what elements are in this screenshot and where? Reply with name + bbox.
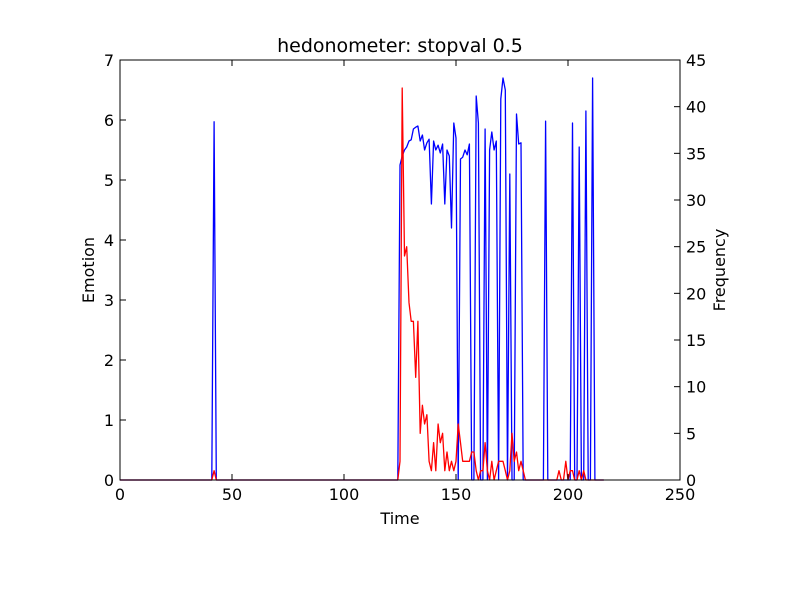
y2-tick-label: 25 [686,238,706,257]
y2-tick-label: 35 [686,144,706,163]
x-tick-label: 50 [222,485,242,504]
x-axis-label: Time [379,509,419,528]
y2-tick-label: 40 [686,98,706,117]
axes-frame [119,59,681,481]
y2-axis-label: Frequency [710,229,729,312]
y2-tick-label: 20 [686,284,706,303]
y-tick-label: 1 [104,411,114,430]
y-tick-label: 4 [104,231,114,250]
chart-title: hedonometer: stopval 0.5 [277,35,523,57]
y-tick-label: 7 [104,51,114,70]
y2-tick-label: 5 [686,424,696,443]
x-tick-label: 100 [329,485,360,504]
y-axis-label: Emotion [79,237,98,303]
x-tick-label: 250 [665,485,696,504]
y2-tick-label: 10 [686,378,706,397]
y2-tick-label: 45 [686,51,706,70]
y-tick-label: 3 [104,291,114,310]
ticks: 0 50 100 150 200 2500123456705101520253035404… [104,51,707,504]
y2-tick-label: 15 [686,331,706,350]
y-tick-label: 0 [104,471,114,490]
y-tick-label: 2 [104,351,114,370]
y2-tick-label: 30 [686,191,706,210]
x-tick-label: 0 [115,485,125,504]
y-tick-label: 5 [104,171,114,190]
y-tick-label: 6 [104,111,114,130]
y2-tick-label: 0 [686,471,696,490]
x-tick-label: 150 [441,485,472,504]
x-tick-label: 200 [553,485,584,504]
